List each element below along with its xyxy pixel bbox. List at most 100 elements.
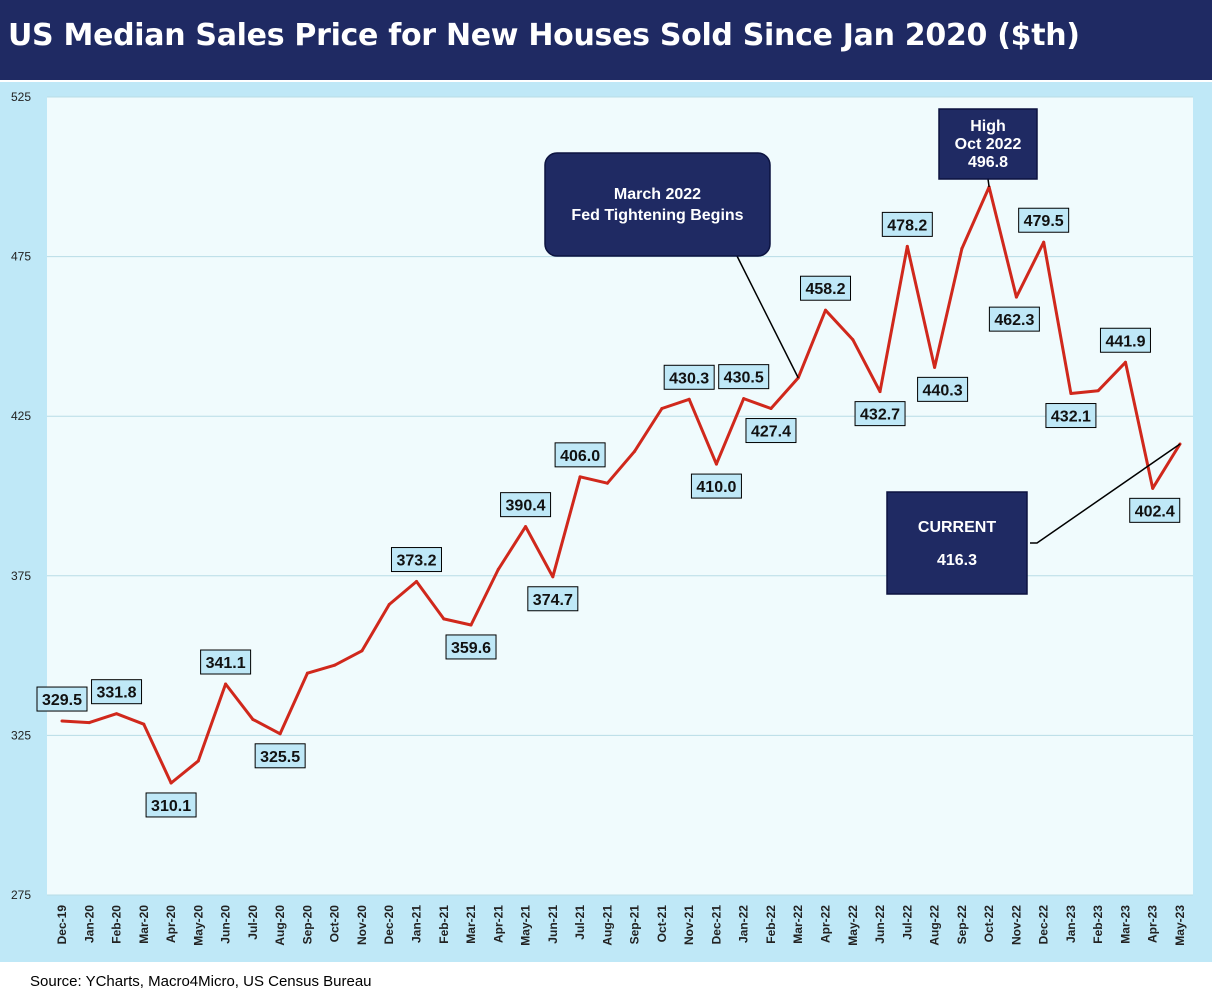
- x-tick-label: Apr-22: [819, 905, 833, 943]
- data-point: [524, 525, 528, 529]
- data-point: [387, 603, 391, 607]
- data-point: [196, 759, 200, 763]
- x-tick-label: Mar-20: [137, 905, 151, 944]
- data-label-box: [1129, 497, 1181, 523]
- data-label: 373.2: [390, 547, 442, 573]
- data-label-box: [254, 743, 306, 769]
- x-tick-label: Jul-22: [900, 905, 914, 940]
- data-label: 402.4: [1129, 497, 1181, 523]
- data-label-text: 329.5: [42, 692, 82, 709]
- data-label-box: [988, 306, 1040, 332]
- chart-title: US Median Sales Price for New Houses Sol…: [8, 18, 1080, 53]
- data-label-box: [881, 211, 933, 237]
- data-label: 310.1: [145, 792, 197, 818]
- x-tick-label: Apr-21: [491, 905, 505, 943]
- x-tick-label: Nov-22: [1009, 905, 1023, 945]
- data-label-text: 462.3: [994, 312, 1034, 329]
- data-label: 430.5: [718, 364, 770, 390]
- data-label-box: [1018, 207, 1070, 233]
- x-tick-label: Apr-23: [1146, 905, 1160, 943]
- data-label-box: [854, 401, 906, 427]
- data-label-box: [527, 586, 579, 612]
- x-tick-label: Apr-20: [164, 905, 178, 943]
- data-label-text: 440.3: [923, 382, 963, 399]
- y-tick-label: 475: [11, 250, 31, 264]
- x-tick-label: Dec-21: [709, 905, 723, 945]
- data-label-box: [500, 492, 552, 518]
- y-tick-label: 525: [11, 90, 31, 104]
- annotation-text: March 2022: [614, 186, 701, 203]
- data-point: [333, 663, 337, 667]
- data-point: [169, 781, 173, 785]
- x-tick-label: May-21: [519, 905, 533, 946]
- data-label: 329.5: [36, 686, 88, 712]
- annotation: March 2022 Fed Tightening Begins: [544, 152, 771, 257]
- data-label: 427.4: [745, 418, 797, 444]
- x-tick-label: Dec-19: [55, 905, 69, 945]
- data-label: 462.3: [988, 306, 1040, 332]
- x-tick-label: Jan-21: [409, 905, 423, 943]
- data-label-box: [200, 649, 252, 675]
- annotation-box: [938, 108, 1038, 180]
- data-point: [1096, 389, 1100, 393]
- data-label-box: [917, 376, 969, 402]
- data-label: 430.3: [663, 364, 715, 390]
- data-label-text: 432.1: [1051, 409, 1091, 426]
- title-bar: US Median Sales Price for New Houses Sol…: [0, 0, 1212, 80]
- data-label-box: [1045, 403, 1097, 429]
- x-tick-label: Aug-21: [600, 905, 614, 946]
- data-label-box: [745, 418, 797, 444]
- data-label-box: [718, 364, 770, 390]
- x-tick-label: Mar-21: [464, 905, 478, 944]
- x-tick-label: Jan-22: [737, 905, 751, 943]
- x-tick-label: Jan-20: [82, 905, 96, 943]
- data-point: [551, 575, 555, 579]
- data-label: 359.6: [445, 634, 497, 660]
- x-tick-label: Nov-20: [355, 905, 369, 945]
- data-label-text: 402.4: [1135, 503, 1175, 520]
- data-point: [1042, 240, 1046, 244]
- data-label: 440.3: [917, 376, 969, 402]
- data-label-box: [445, 634, 497, 660]
- data-label-text: 390.4: [506, 498, 546, 515]
- x-tick-label: Feb-21: [437, 905, 451, 944]
- annotation-text: 416.3: [937, 552, 977, 569]
- x-tick-label: Jul-20: [246, 905, 260, 940]
- data-label-text: 430.3: [669, 370, 709, 387]
- x-tick-label: Mar-23: [1118, 905, 1132, 944]
- data-point: [496, 567, 500, 571]
- annotation-text: CURRENT: [918, 519, 996, 536]
- data-point: [578, 475, 582, 479]
- data-label-box: [91, 679, 143, 705]
- x-tick-label: Jun-21: [546, 905, 560, 944]
- data-point: [633, 449, 637, 453]
- annotation: CURRENT 416.3: [886, 491, 1028, 595]
- x-tick-label: Sep-22: [955, 905, 969, 945]
- y-tick-label: 325: [11, 728, 31, 742]
- data-label-text: 341.1: [206, 655, 246, 672]
- data-label-box: [145, 792, 197, 818]
- data-label: 458.2: [800, 275, 852, 301]
- annotation-leader: [736, 255, 799, 379]
- data-point: [824, 308, 828, 312]
- data-point: [714, 462, 718, 466]
- data-label-text: 331.8: [97, 685, 137, 702]
- x-tick-label: Aug-22: [928, 905, 942, 946]
- data-label-text: 410.0: [696, 479, 736, 496]
- series-line: [61, 185, 1182, 785]
- data-label: 479.5: [1018, 207, 1070, 233]
- data-label-text: 374.7: [533, 592, 573, 609]
- data-label-box: [663, 364, 715, 390]
- x-tick-label: Feb-23: [1091, 905, 1105, 944]
- data-label-text: 479.5: [1024, 213, 1064, 230]
- annotation-box: [544, 152, 771, 257]
- data-label-box: [690, 473, 742, 499]
- data-point: [360, 649, 364, 653]
- annotation-text: 496.8: [968, 154, 1008, 171]
- data-label: 325.5: [254, 743, 306, 769]
- annotation-box: [886, 491, 1028, 595]
- data-label-text: 432.7: [860, 407, 900, 424]
- data-point: [442, 617, 446, 621]
- data-point: [1151, 486, 1155, 490]
